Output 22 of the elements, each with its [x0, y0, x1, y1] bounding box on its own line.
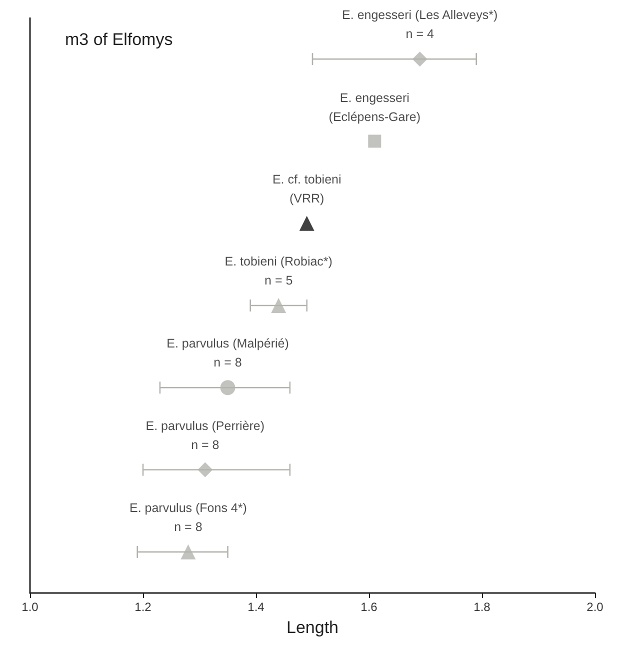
point [368, 134, 382, 148]
text: E. cf. tobieni (VRR) [272, 172, 342, 206]
x-tick-label: 1.0 [22, 600, 39, 614]
text: E. parvulus (Perrière) n = 8 [146, 418, 265, 452]
text: m3 of Elfomys [65, 30, 173, 49]
x-tick-label: 1.8 [474, 600, 491, 614]
x-tick-label: 2.0 [586, 600, 604, 614]
point [299, 216, 314, 231]
x-tick-label: 1.6 [360, 600, 378, 614]
point [180, 544, 196, 560]
point [271, 298, 286, 313]
point [412, 52, 428, 67]
text: E. engesseri (Les Alleveys*) n = 4 [342, 8, 498, 42]
point [198, 462, 213, 478]
text: E. parvulus (Malpérié) n = 8 [166, 336, 289, 370]
text: E. parvulus (Fons 4*) n = 8 [129, 500, 247, 534]
x-axis-title: Length [286, 618, 338, 637]
x-tick-label: 1.2 [134, 600, 152, 614]
point [220, 380, 236, 396]
x-tick-label: 1.4 [248, 600, 265, 614]
text: E. engesseri (Eclépens-Gare) [328, 91, 420, 124]
text: E. tobieni (Robiac*) n = 5 [224, 254, 332, 288]
